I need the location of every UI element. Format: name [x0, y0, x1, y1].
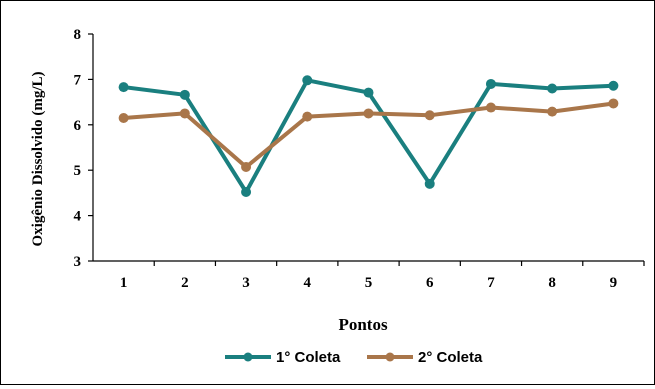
y-axis-label: Oxigênio Dissolvido (mg/L): [30, 71, 46, 246]
x-tick-label: 5: [365, 275, 373, 291]
legend: 1° Coleta 2° Coleta: [225, 349, 483, 366]
legend-label-series-2: 2° Coleta: [418, 349, 483, 366]
series-markers: [118, 75, 619, 197]
y-tick-labels: 3 4 5 6 7 8: [74, 27, 82, 270]
x-tick-label: 1: [120, 275, 128, 291]
data-point-series-1: [363, 87, 374, 98]
legend-label-series-1: 1° Coleta: [276, 349, 341, 366]
y-tick-label: 5: [74, 163, 82, 179]
data-point-series-2: [608, 98, 619, 109]
x-tick-label: 9: [610, 275, 618, 291]
y-tick-label: 4: [74, 209, 82, 225]
data-point-series-2: [241, 162, 252, 173]
data-point-series-1: [241, 186, 252, 197]
x-tick-label: 2: [181, 275, 189, 291]
data-point-series-1: [608, 80, 619, 91]
y-tick-label: 8: [74, 27, 82, 43]
y-tick-label: 7: [74, 72, 82, 88]
legend-marker-series-1: [243, 352, 253, 362]
data-point-series-1: [179, 89, 190, 100]
x-tick-label: 4: [304, 275, 312, 291]
x-tick-label: 6: [426, 275, 434, 291]
data-point-series-2: [485, 102, 496, 113]
legend-item-series-2: 2° Coleta: [367, 349, 483, 366]
data-point-series-1: [302, 75, 313, 86]
legend-item-series-1: 1° Coleta: [225, 349, 341, 366]
x-tick-label: 7: [487, 275, 495, 291]
data-point-series-2: [302, 111, 313, 122]
axes: [88, 33, 645, 266]
data-point-series-1: [547, 83, 558, 94]
y-tick-label: 6: [74, 118, 82, 134]
data-point-series-2: [179, 108, 190, 119]
data-point-series-2: [547, 106, 558, 117]
data-point-series-1: [485, 78, 496, 89]
x-tick-label: 8: [548, 275, 556, 291]
data-point-series-2: [118, 112, 129, 123]
x-axis-label: Pontos: [338, 315, 388, 334]
x-tick-labels: 1 2 3 4 5 6 7 8 9: [120, 275, 617, 291]
data-point-series-2: [363, 108, 374, 119]
data-point-series-2: [424, 110, 435, 121]
data-point-series-1: [424, 178, 435, 189]
data-point-series-1: [118, 82, 129, 93]
y-tick-label: 3: [74, 254, 82, 270]
legend-marker-series-2: [385, 352, 395, 362]
x-tick-label: 3: [242, 275, 250, 291]
